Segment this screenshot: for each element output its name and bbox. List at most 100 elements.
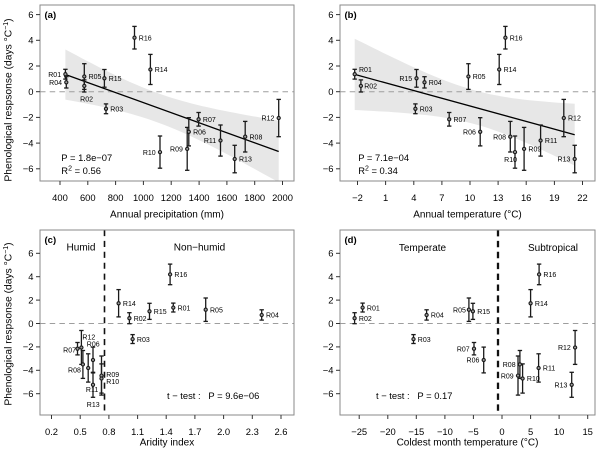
svg-text:Non−humid: Non−humid — [174, 243, 225, 254]
svg-text:6: 6 — [28, 9, 33, 20]
svg-text:R03: R03 — [418, 337, 431, 344]
svg-text:4: 4 — [28, 35, 33, 46]
svg-text:R10: R10 — [106, 379, 119, 386]
svg-text:−6: −6 — [23, 388, 34, 399]
svg-text:−2: −2 — [352, 192, 363, 203]
svg-text:5: 5 — [528, 426, 533, 437]
svg-text:R03: R03 — [110, 107, 123, 114]
svg-text:R16: R16 — [174, 272, 187, 279]
svg-text:10: 10 — [465, 192, 475, 203]
svg-text:R11: R11 — [545, 138, 557, 145]
svg-text:R11: R11 — [86, 387, 98, 394]
svg-text:−20: −20 — [380, 426, 396, 437]
svg-text:1.1: 1.1 — [131, 426, 144, 437]
svg-text:t − test : P = 0.17: t − test : P = 0.17 — [376, 390, 452, 401]
svg-text:6: 6 — [328, 248, 333, 259]
svg-text:R03: R03 — [420, 107, 433, 114]
svg-text:1: 1 — [383, 192, 388, 203]
svg-text:R09: R09 — [170, 147, 183, 154]
svg-text:R15: R15 — [154, 309, 167, 316]
svg-text:R01: R01 — [359, 67, 372, 74]
svg-text:2000: 2000 — [272, 192, 293, 203]
svg-text:0: 0 — [328, 318, 333, 329]
svg-text:600: 600 — [80, 192, 96, 203]
svg-text:2: 2 — [28, 60, 33, 71]
svg-text:−4: −4 — [23, 365, 34, 376]
svg-text:Temperate: Temperate — [399, 243, 447, 254]
svg-text:7: 7 — [439, 192, 444, 203]
svg-text:(b): (b) — [345, 10, 357, 21]
svg-text:1600: 1600 — [216, 192, 237, 203]
svg-text:R10: R10 — [527, 376, 540, 383]
svg-text:R14: R14 — [155, 67, 168, 74]
svg-text:15: 15 — [582, 426, 592, 437]
svg-text:R14: R14 — [504, 67, 517, 74]
svg-text:−4: −4 — [23, 137, 34, 148]
svg-text:R08: R08 — [250, 134, 263, 141]
svg-text:t − test : P = 9.6e−06: t − test : P = 9.6e−06 — [167, 390, 259, 401]
svg-text:R13: R13 — [555, 383, 568, 390]
svg-text:1400: 1400 — [189, 192, 210, 203]
svg-text:−6: −6 — [323, 388, 334, 399]
svg-text:−2: −2 — [323, 341, 334, 352]
svg-text:R07: R07 — [63, 347, 76, 354]
svg-text:R01: R01 — [48, 72, 61, 79]
svg-text:R03: R03 — [137, 337, 150, 344]
svg-text:R15: R15 — [109, 76, 122, 83]
svg-text:−25: −25 — [351, 426, 367, 437]
svg-text:0.5: 0.5 — [74, 426, 87, 437]
svg-text:R12: R12 — [82, 335, 95, 342]
svg-text:4: 4 — [328, 271, 333, 282]
svg-text:R14: R14 — [535, 301, 548, 308]
svg-text:R08: R08 — [68, 367, 81, 374]
svg-text:1000: 1000 — [133, 192, 154, 203]
svg-text:R02: R02 — [80, 96, 93, 103]
svg-text:R13: R13 — [239, 157, 252, 164]
svg-text:19: 19 — [549, 192, 559, 203]
svg-text:R06: R06 — [463, 130, 476, 137]
svg-text:1200: 1200 — [161, 192, 182, 203]
svg-text:22: 22 — [577, 192, 587, 203]
svg-text:R05: R05 — [89, 74, 102, 81]
svg-text:Aridity index: Aridity index — [140, 438, 194, 449]
svg-text:R05: R05 — [453, 307, 466, 314]
svg-text:R04: R04 — [266, 313, 279, 320]
svg-text:−15: −15 — [408, 426, 424, 437]
svg-text:P = 7.1e−04: P = 7.1e−04 — [358, 152, 409, 163]
svg-text:10: 10 — [554, 426, 564, 437]
svg-text:6: 6 — [28, 248, 33, 259]
svg-text:2.3: 2.3 — [246, 426, 259, 437]
svg-text:R09: R09 — [106, 372, 119, 379]
svg-text:800: 800 — [108, 192, 124, 203]
svg-text:P = 1.8e−07: P = 1.8e−07 — [61, 152, 112, 163]
svg-text:R16: R16 — [510, 35, 523, 42]
svg-text:−6: −6 — [23, 163, 34, 174]
svg-text:2.6: 2.6 — [274, 426, 287, 437]
svg-text:2: 2 — [328, 60, 333, 71]
svg-text:(d): (d) — [345, 235, 357, 246]
svg-text:R02: R02 — [359, 316, 372, 323]
svg-text:4: 4 — [28, 271, 33, 282]
svg-text:R06: R06 — [193, 130, 206, 137]
svg-text:R2 = 0.56: R2 = 0.56 — [61, 165, 101, 176]
svg-text:Humid: Humid — [67, 243, 96, 254]
svg-text:0.8: 0.8 — [102, 426, 115, 437]
svg-text:Coldest month temperature (°C): Coldest month temperature (°C) — [397, 438, 539, 449]
svg-text:−6: −6 — [323, 163, 334, 174]
svg-text:R07: R07 — [454, 117, 467, 124]
svg-text:R07: R07 — [203, 117, 216, 124]
svg-text:R10: R10 — [143, 150, 156, 157]
svg-text:R07: R07 — [457, 346, 470, 353]
svg-text:R15: R15 — [477, 309, 490, 316]
svg-text:R12: R12 — [558, 345, 571, 352]
svg-text:Annual temperature (°C): Annual temperature (°C) — [413, 210, 522, 221]
svg-text:(a): (a) — [45, 10, 57, 21]
svg-text:R12: R12 — [262, 116, 275, 123]
svg-text:−2: −2 — [23, 112, 34, 123]
svg-text:2: 2 — [328, 294, 333, 305]
svg-text:R15: R15 — [399, 76, 412, 83]
svg-text:(c): (c) — [45, 235, 57, 246]
svg-text:R13: R13 — [558, 157, 571, 164]
svg-text:R14: R14 — [123, 301, 136, 308]
svg-text:−5: −5 — [468, 426, 479, 437]
